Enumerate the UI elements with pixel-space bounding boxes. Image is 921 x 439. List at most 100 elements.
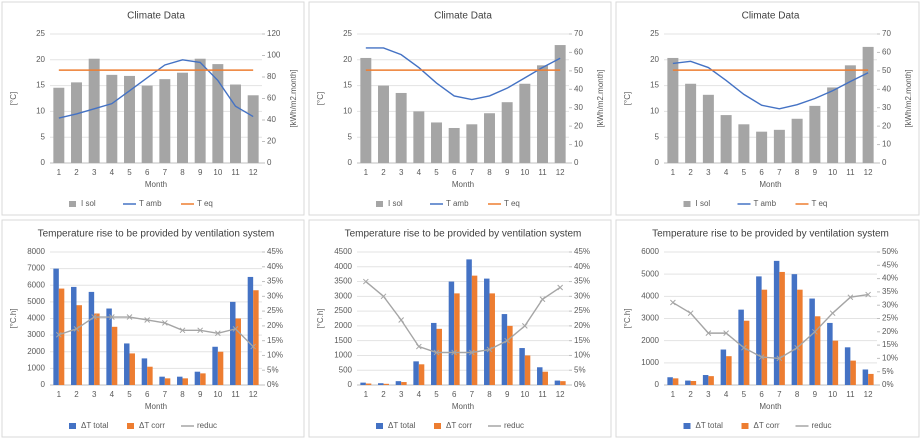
- x-tick-label: 2: [688, 168, 693, 177]
- bar: [809, 105, 821, 163]
- bar: [164, 378, 171, 385]
- y-tick-label: 10: [36, 107, 45, 116]
- y-axis-label: [°C.h]: [316, 308, 325, 328]
- y2-tick-label: 20: [267, 137, 276, 146]
- y-tick-label: 6000: [641, 247, 659, 256]
- legend-label: T amb: [754, 199, 777, 208]
- marker: [232, 325, 239, 332]
- y-tick-label: 3000: [27, 330, 45, 339]
- y-tick-label: 4000: [27, 314, 45, 323]
- x-tick-label: 4: [110, 390, 115, 399]
- bar: [431, 322, 437, 385]
- x-tick-label: 10: [213, 390, 222, 399]
- bar: [726, 356, 732, 385]
- x-tick-label: 11: [538, 390, 547, 399]
- bar: [489, 293, 495, 385]
- bar: [827, 87, 839, 163]
- y-tick-label: 2000: [334, 321, 352, 330]
- y-tick-label: 3000: [334, 291, 352, 300]
- x-tick-label: 7: [777, 390, 782, 399]
- y2-tick-label: 70: [882, 29, 891, 38]
- bar: [702, 375, 709, 385]
- bar: [773, 129, 785, 163]
- marker: [468, 349, 475, 356]
- y2-tick-label: 50: [882, 66, 891, 75]
- y-tick-label: 5: [348, 132, 353, 141]
- bar: [124, 75, 135, 163]
- marker: [670, 299, 676, 306]
- x-tick-label: 7: [777, 168, 782, 177]
- marker: [723, 330, 729, 336]
- x-tick-label: 2: [381, 168, 386, 177]
- bar: [401, 382, 407, 385]
- y-tick-label: 0: [41, 158, 46, 167]
- bar: [71, 286, 77, 385]
- y2-tick-label: 40: [574, 84, 583, 93]
- x-tick-label: 7: [470, 168, 475, 177]
- bar: [827, 322, 833, 385]
- x-tick-label: 9: [813, 168, 818, 177]
- y2-tick-label: 10%: [882, 354, 898, 363]
- x-tick-label: 5: [742, 390, 747, 399]
- y-tick-label: 10: [650, 107, 659, 116]
- bar: [448, 281, 455, 385]
- y2-tick-label: 45%: [882, 260, 898, 269]
- legend-label: reduc: [197, 421, 217, 430]
- bar: [756, 276, 762, 385]
- y-tick-label: 25: [650, 29, 659, 38]
- marker: [73, 325, 80, 332]
- bar: [844, 65, 856, 163]
- y2-tick-label: 35%: [267, 277, 283, 286]
- line: [58, 316, 254, 348]
- marker: [741, 344, 747, 351]
- y2-tick-label: 25%: [267, 306, 283, 315]
- chart-title: Temperature rise to be provided by venti…: [345, 229, 582, 240]
- bar: [124, 343, 130, 385]
- bar: [484, 278, 490, 385]
- x-tick-label: 4: [724, 168, 729, 177]
- line: [365, 47, 561, 101]
- bar: [230, 301, 236, 385]
- bar: [702, 94, 714, 163]
- y2-tick-label: 5%: [882, 367, 894, 376]
- bar: [554, 45, 566, 163]
- bar: [212, 346, 218, 385]
- y-tick-label: 2500: [334, 306, 352, 315]
- legend-label: I sol: [388, 199, 403, 208]
- legend-label: I sol: [696, 199, 711, 208]
- bar: [431, 122, 442, 163]
- x-tick-label: 1: [57, 168, 62, 177]
- bar: [76, 305, 82, 385]
- y2-axis-label: [kWh/m2.month]: [904, 69, 913, 127]
- y2-tick-label: 30: [882, 103, 891, 112]
- y2-tick-label: 20: [882, 121, 891, 130]
- bar: [773, 260, 780, 385]
- y2-tick-label: 30: [574, 103, 583, 112]
- marker: [362, 278, 369, 285]
- x-axis-label: Month: [145, 402, 167, 411]
- y-tick-label: 0: [655, 158, 660, 167]
- bar: [436, 328, 442, 385]
- marker: [91, 314, 98, 320]
- y2-tick-label: 10: [882, 140, 891, 149]
- legend-label: ΔT corr: [754, 421, 780, 430]
- bar: [200, 373, 206, 385]
- bar: [159, 376, 165, 385]
- bar: [672, 378, 679, 385]
- bar: [484, 113, 495, 163]
- x-tick-label: 3: [706, 168, 711, 177]
- x-tick-label: 8: [795, 390, 800, 399]
- y2-tick-label: 60: [267, 94, 276, 103]
- x-tick-label: 6: [759, 168, 764, 177]
- bar: [524, 355, 531, 385]
- y2-axis-label: [kWh/m2.month]: [289, 69, 298, 127]
- marker: [794, 344, 800, 351]
- bar: [797, 289, 803, 385]
- y2-tick-label: 15%: [882, 340, 898, 349]
- legend-swatch: [69, 201, 76, 207]
- y-tick-label: 1000: [641, 358, 659, 367]
- y2-tick-label: 50: [574, 66, 583, 75]
- y-axis-label: [°C.h]: [623, 308, 632, 328]
- bar: [738, 124, 750, 163]
- bar: [720, 115, 732, 163]
